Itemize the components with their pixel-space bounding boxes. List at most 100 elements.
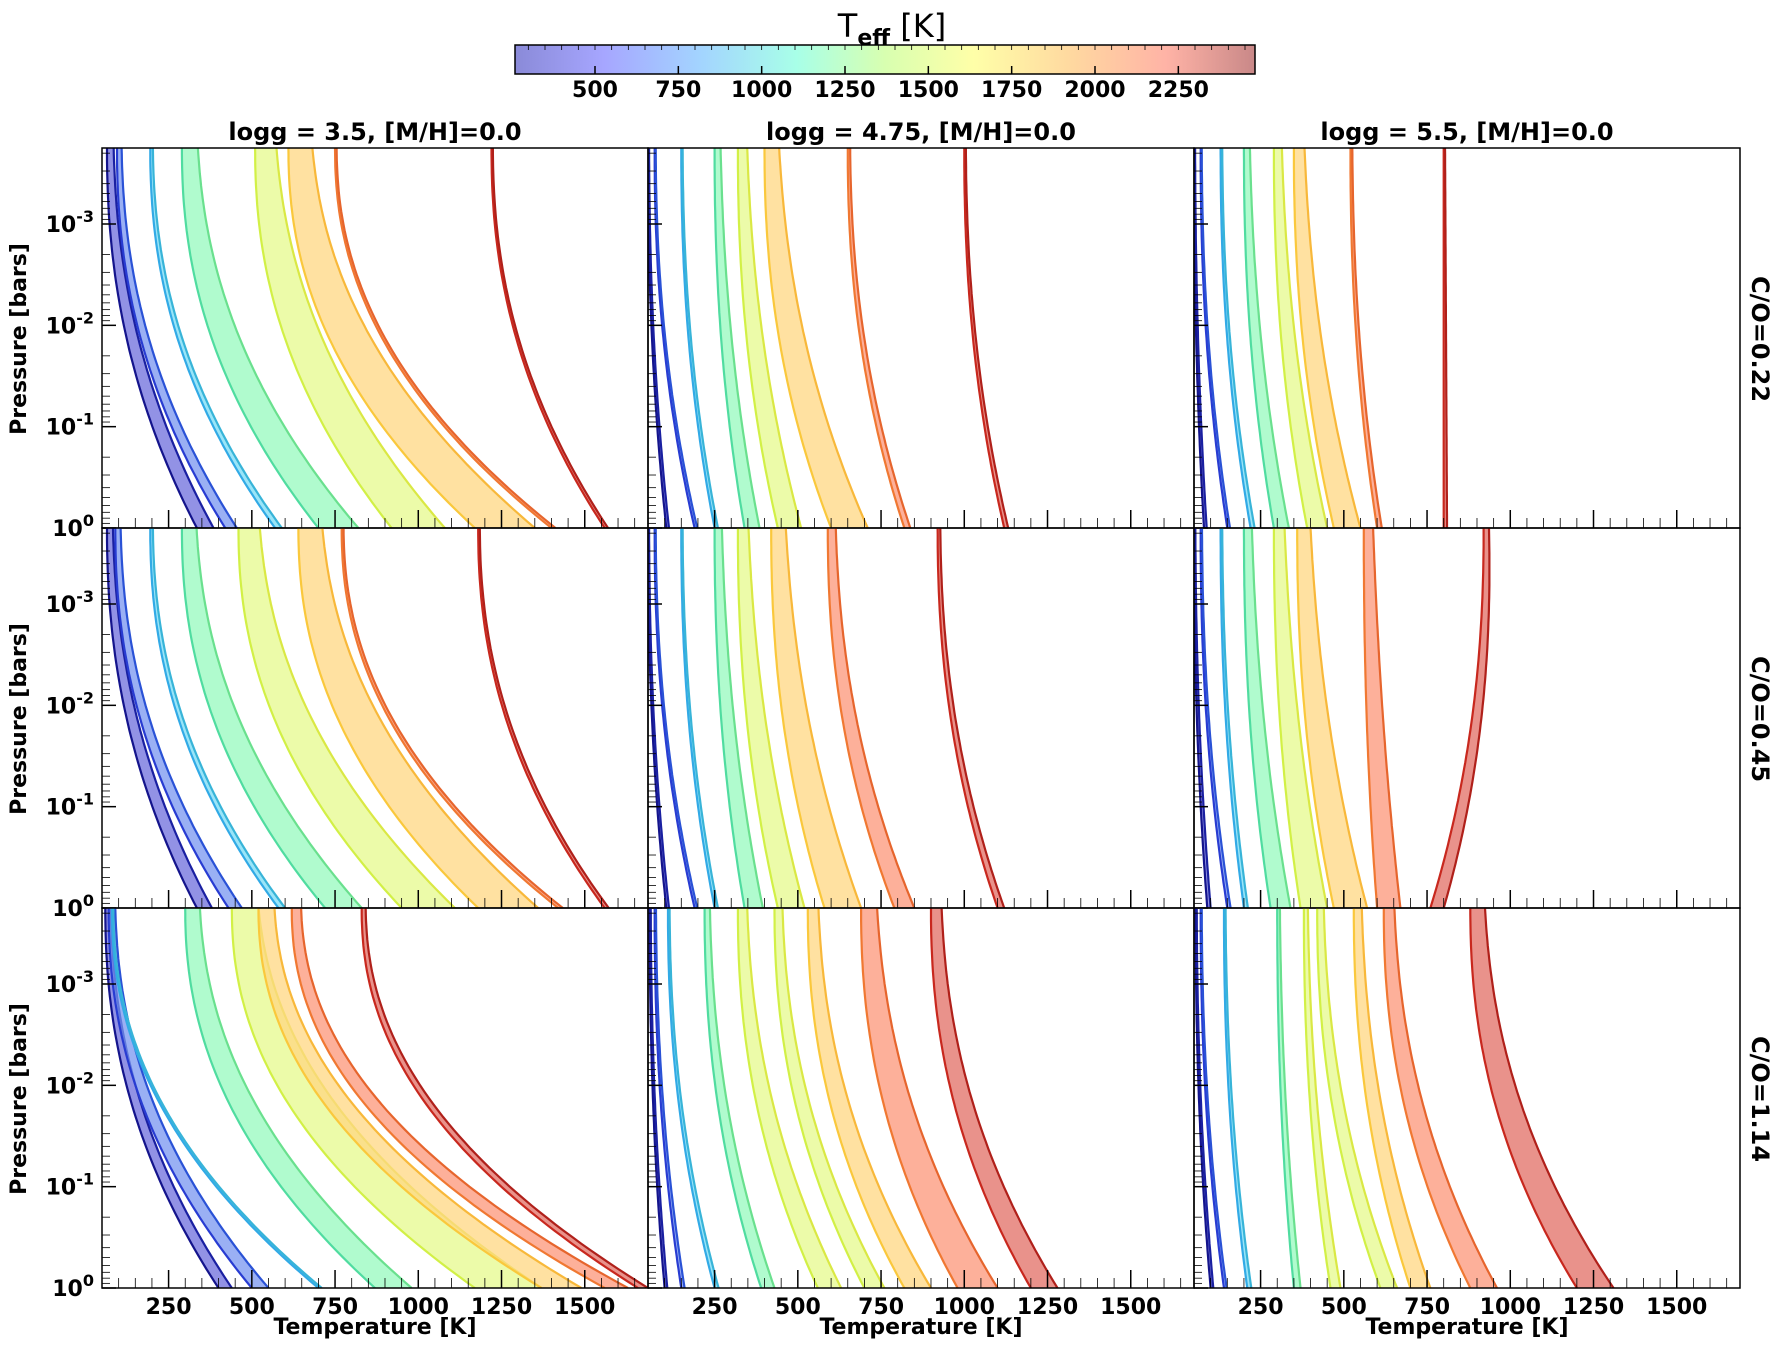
x-tick-label: 250 (692, 1295, 738, 1320)
profile-line-right (784, 528, 863, 908)
xlabel-col-0: Temperature [K] (273, 1315, 476, 1340)
profile-line-left (257, 908, 543, 1288)
profile-band (764, 148, 868, 528)
profile-line-right (1200, 148, 1232, 528)
profile-line-left (736, 908, 819, 1288)
profile-line-left (1194, 908, 1212, 1288)
ylabel-row-0: Pressure [bars] (7, 243, 32, 435)
profile-line-right (1309, 528, 1369, 908)
profile-line-left (860, 908, 959, 1288)
profile-line-right (1280, 148, 1329, 528)
x-tick-label: 1500 (1646, 1295, 1707, 1320)
profile-line-left (1429, 528, 1485, 908)
profile-band (1273, 148, 1328, 528)
profile-line-right (1194, 528, 1212, 908)
profile-line-right (275, 148, 446, 528)
profile-line-right (940, 908, 1059, 1288)
panel-plot-area (648, 528, 1006, 908)
profile-line-right (311, 148, 536, 528)
profile-line-right (195, 528, 363, 908)
x-tick-label: 1250 (1563, 1295, 1624, 1320)
xlabel-col-1: Temperature [K] (819, 1315, 1022, 1340)
profile-band (185, 908, 412, 1288)
profile-line-right (198, 908, 413, 1288)
profile-line-left (736, 528, 779, 908)
row-labels: C/O=0.22 C/O=0.45 C/O=1.14 (1746, 276, 1774, 1162)
row-label-2: C/O=1.14 (1746, 1036, 1774, 1162)
x-tick-label: 750 (1404, 1295, 1450, 1320)
x-tick-label: 750 (312, 1295, 358, 1320)
profile-band (491, 148, 608, 528)
profile-line-right (1303, 148, 1362, 528)
profile-line-right (1372, 528, 1402, 908)
colorbar-ticks: 500 750 1000 1250 1500 1750 2000 2250 (527, 45, 1246, 103)
profile-line-right (478, 528, 610, 908)
x-tick-label: 250 (146, 1295, 192, 1320)
profile-line-right (300, 908, 629, 1288)
y-tick-label: 10-3 (46, 207, 94, 238)
profile-line-right (1393, 908, 1498, 1288)
y-tick-label: 10-2 (46, 688, 94, 719)
profile-line-right (364, 908, 648, 1288)
profile-line-right (681, 148, 719, 528)
col-title-2: logg = 5.5, [M/H]=0.0 (1320, 118, 1613, 146)
profile-line-left (713, 148, 746, 528)
profile-line-left (1302, 908, 1332, 1288)
x-tick-label: 1250 (1017, 1295, 1078, 1320)
profile-line-left (149, 528, 280, 908)
panel-r0-c0: 10-3 10-2 10-1 100 (46, 147, 649, 542)
profile-line-right (1248, 148, 1290, 528)
profile-band (714, 148, 760, 528)
profile-line-left (1199, 528, 1229, 908)
colorbar-tick-label: 750 (655, 78, 701, 103)
profile-band (181, 148, 359, 528)
panel-r1-c0: 10-3 10-2 10-1 100 (46, 527, 649, 922)
panel-r2-c1: 250 500 750 1000 1250 1500 (647, 907, 1195, 1320)
profile-line-right (720, 528, 764, 908)
profile-line-left (936, 528, 999, 908)
profile-band (937, 528, 1005, 908)
x-tick-label: 250 (1238, 1295, 1284, 1320)
column-titles: logg = 3.5, [M/H]=0.0 logg = 4.75, [M/H]… (228, 118, 1613, 146)
profile-line-right (1221, 528, 1249, 908)
profile-band (737, 528, 805, 908)
profile-band (681, 528, 718, 908)
profile-line-right (112, 148, 215, 528)
profile-band (107, 148, 214, 528)
profile-line-right (1360, 908, 1432, 1288)
profile-line-right (668, 908, 720, 1288)
profile-band (1200, 148, 1230, 528)
profile-line-right (746, 908, 843, 1288)
profile-line-right (964, 148, 1010, 528)
profile-band (1383, 908, 1497, 1288)
y-tick-label: 10-1 (46, 790, 94, 821)
row-label-0: C/O=0.22 (1746, 276, 1774, 402)
panel-plot-area (1194, 908, 1615, 1288)
profile-line-left (653, 148, 696, 528)
profile-line-left (963, 148, 1006, 528)
profile-line-left (105, 148, 198, 528)
profile-line-left (770, 528, 826, 908)
profile-line-right (939, 528, 1006, 908)
profile-line-left (648, 908, 666, 1288)
profile-line-right (119, 528, 243, 908)
profile-line-right (114, 908, 270, 1288)
profile-band (861, 908, 998, 1288)
profile-line-right (112, 908, 323, 1288)
x-tick-label: 500 (1321, 1295, 1367, 1320)
profile-line-right (1224, 908, 1253, 1288)
x-tick-label: 1000 (388, 1295, 449, 1320)
profile-line-right (1200, 908, 1228, 1288)
profile-line-left (713, 528, 746, 908)
profile-line-left (477, 528, 606, 908)
ylabel-row-2: Pressure [bars] (7, 1003, 32, 1195)
profile-line-left (666, 908, 716, 1288)
panel-r0-c1 (647, 147, 1195, 529)
profile-line-right (747, 528, 806, 908)
profile-line-right (654, 528, 699, 908)
profile-line-left (1219, 528, 1245, 908)
y-tick-label: 100 (52, 1271, 94, 1302)
profile-line-left (680, 148, 716, 528)
profile-line-left (653, 908, 683, 1288)
profile-line-left (703, 908, 763, 1288)
